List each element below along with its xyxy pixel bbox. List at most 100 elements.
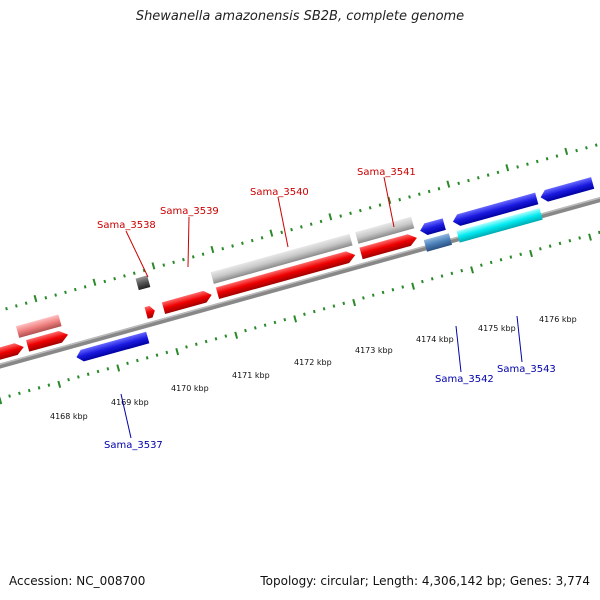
minor-tick	[371, 293, 375, 297]
minor-tick	[194, 342, 198, 346]
genome-track	[0, 143, 600, 405]
minor-tick	[342, 301, 346, 306]
major-tick	[57, 380, 62, 388]
genome-summary-text: Topology: circular; Length: 4,306,142 bp…	[260, 574, 590, 588]
minor-tick	[250, 238, 254, 243]
minor-tick	[113, 276, 117, 281]
minor-tick	[64, 290, 67, 295]
accession-text: Accession: NC_008700	[9, 574, 146, 588]
feature-sama-3543[interactable]	[451, 192, 539, 228]
major-tick	[33, 294, 38, 303]
minor-tick	[8, 394, 11, 398]
minor-tick	[221, 246, 225, 251]
minor-tick	[496, 170, 500, 175]
minor-tick	[231, 244, 234, 248]
feature-forward-1[interactable]	[0, 341, 25, 363]
minor-tick	[332, 304, 336, 308]
minor-tick	[585, 146, 588, 150]
major-tick	[564, 147, 569, 156]
minor-tick	[322, 307, 326, 311]
gene-label-sama-3539[interactable]: Sama_3539	[160, 206, 219, 217]
major-tick	[116, 364, 121, 372]
gene-label-sama-3538[interactable]: Sama_3538	[97, 220, 156, 231]
feature-sama-3542-pseudo[interactable]	[423, 233, 453, 252]
feature-sama-3542[interactable]	[419, 218, 446, 236]
gene-label-sama-3537[interactable]: Sama_3537	[104, 440, 163, 451]
minor-tick	[516, 165, 519, 169]
leader-sama-3538	[125, 230, 149, 278]
kbp-label: 4170 kbp	[171, 384, 209, 393]
minor-tick	[241, 241, 244, 245]
minor-tick	[263, 323, 267, 327]
minor-tick	[54, 293, 58, 297]
minor-tick	[437, 187, 441, 191]
minor-tick	[309, 222, 313, 226]
major-tick	[293, 315, 298, 323]
gene-label-sama-3542[interactable]: Sama_3542	[435, 374, 494, 385]
kbp-label: 4176 kbp	[539, 315, 577, 324]
gene-label-sama-3540[interactable]: Sama_3540	[250, 187, 309, 198]
minor-tick	[568, 238, 572, 243]
kbp-label: 4168 kbp	[50, 412, 88, 421]
minor-tick	[44, 296, 48, 300]
minor-tick	[398, 197, 402, 202]
minor-tick	[123, 274, 126, 278]
minor-tick	[535, 159, 539, 164]
minor-tick	[224, 334, 228, 338]
gene-label-sama-3543[interactable]: Sama_3543	[497, 364, 556, 375]
outer-tick-row	[5, 143, 598, 311]
feature-sama-3538[interactable]	[144, 305, 157, 319]
minor-tick	[538, 247, 542, 251]
minor-tick	[300, 225, 303, 229]
minor-tick	[480, 263, 483, 267]
minor-tick	[244, 328, 247, 333]
feature-unknown[interactable]	[135, 275, 151, 291]
minor-tick	[519, 252, 523, 257]
kbp-label: 4173 kbp	[355, 346, 393, 355]
minor-tick	[548, 244, 552, 248]
minor-tick	[253, 326, 257, 330]
minor-tick	[467, 178, 470, 183]
feature-sama-3540-gray[interactable]	[210, 233, 353, 284]
feature-forward-pseudo[interactable]	[15, 314, 62, 338]
major-tick	[411, 282, 415, 290]
feature-forward-2[interactable]	[26, 329, 70, 352]
minor-tick	[37, 386, 41, 390]
minor-tick	[214, 337, 218, 341]
kbp-labels: 4168 kbp 4169 kbp 4170 kbp 4171 kbp 4172…	[50, 315, 577, 421]
feature-sama-3541[interactable]	[359, 232, 418, 260]
minor-tick	[290, 227, 293, 232]
minor-tick	[132, 271, 136, 275]
minor-tick	[486, 173, 490, 177]
minor-tick	[555, 154, 559, 158]
minor-tick	[408, 195, 411, 199]
minor-tick	[378, 203, 382, 207]
gene-label-sama-3541[interactable]: Sama_3541	[357, 167, 416, 178]
minor-tick	[165, 350, 169, 355]
minor-tick	[103, 279, 107, 284]
major-tick	[588, 233, 592, 241]
gene-labels: Sama_3538 Sama_3539 Sama_3540 Sama_3541 …	[97, 167, 556, 451]
kbp-label: 4172 kbp	[294, 358, 332, 367]
minor-tick	[526, 162, 529, 166]
minor-tick	[47, 383, 51, 387]
feature-sama-3541-gray[interactable]	[355, 216, 415, 244]
minor-tick	[5, 306, 8, 311]
minor-tick	[24, 301, 28, 305]
minor-tick	[280, 230, 284, 235]
feature-sama-3540[interactable]	[215, 249, 357, 300]
kbp-label: 4171 kbp	[232, 371, 270, 380]
feature-sama-3537[interactable]	[75, 331, 150, 363]
leader-sama-3541	[383, 176, 395, 228]
major-tick	[234, 331, 239, 339]
feature-reverse-end[interactable]	[539, 177, 595, 203]
feature-sama-3543-cyan[interactable]	[456, 208, 543, 243]
kbp-label: 4169 kbp	[111, 398, 149, 407]
minor-tick	[421, 279, 424, 284]
minor-tick	[489, 260, 493, 265]
leader-sama-3539	[187, 216, 190, 268]
feature-sama-3539[interactable]	[161, 289, 213, 314]
minor-tick	[14, 304, 18, 308]
major-tick	[175, 347, 180, 356]
major-tick	[328, 213, 333, 221]
